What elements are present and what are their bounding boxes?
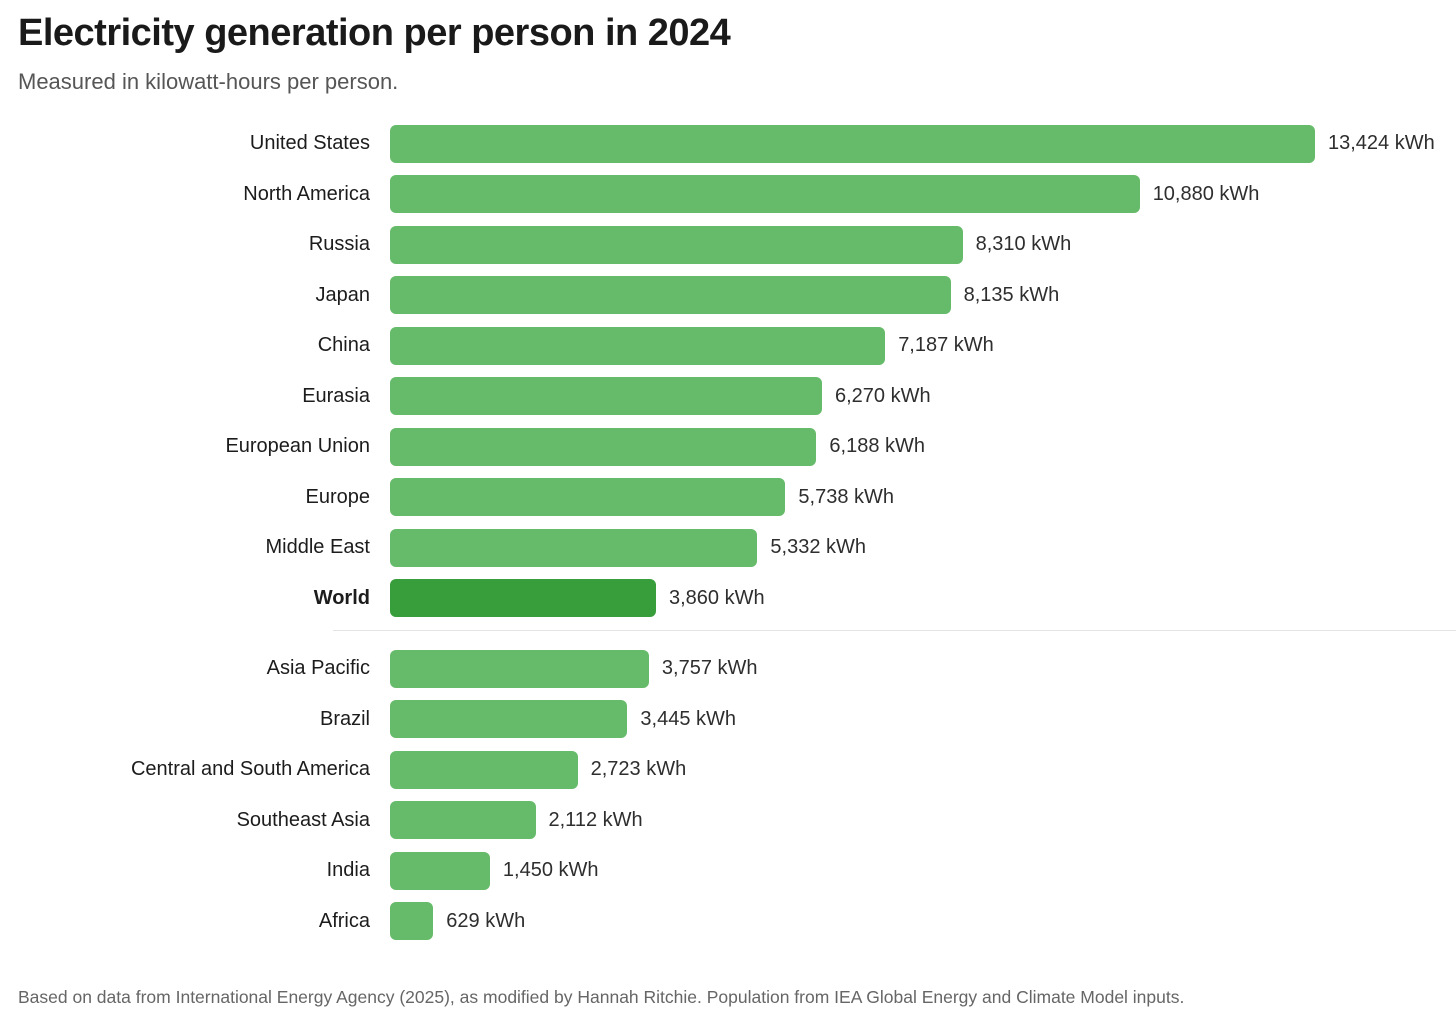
bar-japan [390, 276, 951, 315]
value-label-europe: 5,738 kWh [798, 485, 894, 508]
bar-china [390, 326, 886, 365]
source-note: Based on data from International Energy … [18, 987, 1185, 1007]
value-label-japan: 8,135 kWh [963, 283, 1060, 306]
value-label-china: 7,187 kWh [898, 334, 994, 357]
bar-eurasia [390, 377, 822, 416]
value-label-central-and-south-america: 2,723 kWh [590, 758, 687, 781]
page-title: Electricity generation per person in 202… [18, 12, 731, 54]
category-label-central-and-south-america: Central and South America [130, 758, 370, 781]
value-label-eurasia: 6,270 kWh [835, 384, 931, 407]
category-label-southeast-asia: Southeast Asia [236, 808, 370, 831]
bar-russia [390, 225, 963, 264]
value-label-india: 1,450 kWh [502, 859, 599, 882]
category-label-brazil: Brazil [319, 707, 370, 730]
chart-row-central-and-south-america: Central and South America 2,723 kWh [0, 750, 1456, 789]
chart-row-china: China 7,187 kWh [0, 326, 1456, 365]
chart-row-india: India 1,450 kWh [0, 851, 1456, 890]
value-label-brazil: 3,445 kWh [640, 707, 736, 730]
category-label-india: India [326, 859, 370, 882]
chart-row-japan: Japan 8,135 kWh [0, 276, 1456, 315]
chart-row-russia: Russia 8,310 kWh [0, 225, 1456, 264]
category-label-asia-pacific: Asia Pacific [266, 657, 370, 680]
category-label-japan: Japan [315, 283, 371, 306]
chart-row-asia-pacific: Asia Pacific 3,757 kWh [0, 649, 1456, 688]
category-label-north-america: North America [243, 182, 370, 205]
bar-united-states [390, 124, 1315, 163]
chart-row-southeast-asia: Southeast Asia 2,112 kWh [0, 801, 1456, 840]
bar-europe [390, 478, 786, 517]
chart-header: Electricity generation per person in 202… [0, 0, 1456, 95]
bar-chart: United States 13,424 kWh North America 10,8… [0, 124, 1456, 941]
category-label-africa: Africa [318, 909, 370, 932]
category-label-europe: Europe [305, 485, 371, 508]
value-label-european-union: 6,188 kWh [829, 435, 925, 458]
bar-north-america [390, 175, 1140, 214]
category-label-world: World [313, 586, 370, 609]
chart-row-world: World 3,860 kWh [0, 579, 1456, 618]
bar-brazil [390, 700, 628, 739]
chart-row-europe: Europe 5,738 kWh [0, 478, 1456, 517]
value-label-north-america: 10,880 kWh [1152, 182, 1260, 205]
bar-southeast-asia [390, 801, 536, 840]
category-label-middle-east: Middle East [265, 536, 371, 559]
value-label-middle-east: 5,332 kWh [770, 536, 866, 559]
bar-world [390, 579, 656, 618]
chart-row-united-states: United States 13,424 kWh [0, 124, 1456, 163]
category-label-european-union: European Union [225, 435, 370, 458]
category-label-china: China [317, 334, 370, 357]
bar-european-union [390, 427, 817, 466]
chart-row-middle-east: Middle East 5,332 kWh [0, 528, 1456, 567]
bar-asia-pacific [390, 649, 649, 688]
chart-row-eurasia: Eurasia 6,270 kWh [0, 377, 1456, 416]
chart-row-africa: Africa 629 kWh [0, 902, 1456, 941]
value-label-southeast-asia: 2,112 kWh [548, 808, 643, 831]
group-divider [333, 629, 1456, 631]
page-subtitle: Measured in kilowatt-hours per person. [18, 68, 399, 94]
bar-india [390, 851, 490, 890]
value-label-world: 3,860 kWh [669, 586, 765, 609]
value-label-asia-pacific: 3,757 kWh [661, 657, 758, 680]
chart-row-brazil: Brazil 3,445 kWh [0, 700, 1456, 739]
value-label-united-states: 13,424 kWh [1328, 132, 1435, 155]
category-label-united-states: United States [249, 132, 370, 155]
category-label-russia: Russia [308, 233, 370, 256]
category-label-eurasia: Eurasia [302, 384, 370, 407]
bar-middle-east [390, 528, 758, 567]
bar-africa [390, 902, 434, 941]
value-label-russia: 8,310 kWh [975, 233, 1072, 256]
bar-central-and-south-america [390, 750, 578, 789]
chart-row-north-america: North America 10,880 kWh [0, 175, 1456, 214]
chart-row-european-union: European Union 6,188 kWh [0, 427, 1456, 466]
value-label-africa: 629 kWh [446, 909, 526, 932]
